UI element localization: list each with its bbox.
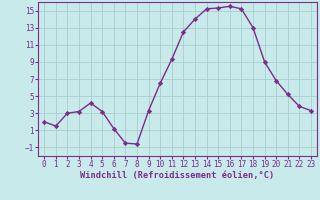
X-axis label: Windchill (Refroidissement éolien,°C): Windchill (Refroidissement éolien,°C) (80, 171, 275, 180)
